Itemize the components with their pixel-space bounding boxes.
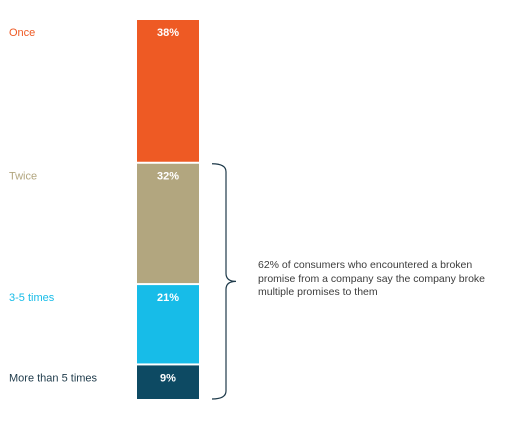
- bar-segment-more-than-5-times: [137, 365, 199, 399]
- bar-segment-twice: [137, 163, 199, 284]
- bracket-brace: [211, 163, 237, 400]
- category-label-once: Once: [9, 27, 35, 39]
- bar-segment-3-5-times: [137, 285, 199, 364]
- bar-segment-once: [137, 20, 199, 162]
- value-labels: 38% 32% 21% 9%: [157, 27, 179, 384]
- value-label-3-5-times: 21%: [157, 292, 179, 304]
- category-label-3-5-times: 3-5 times: [9, 292, 55, 304]
- value-label-more-than-5-times: 9%: [160, 372, 176, 384]
- category-labels: Once Twice 3-5 times More than 5 times: [9, 27, 98, 384]
- category-label-twice: Twice: [9, 171, 37, 183]
- category-label-more-than-5-times: More than 5 times: [9, 372, 98, 384]
- value-label-twice: 32%: [157, 171, 179, 183]
- value-label-once: 38%: [157, 27, 179, 39]
- bar-segments: [137, 20, 199, 399]
- annotation-text: 62% of consumers who encountered a broke…: [258, 259, 486, 298]
